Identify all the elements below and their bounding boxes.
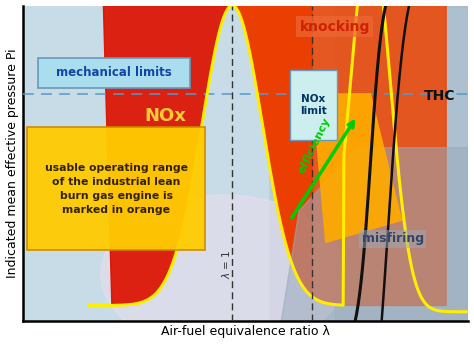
Polygon shape — [312, 94, 401, 242]
Polygon shape — [103, 0, 312, 305]
Bar — [23, 6, 268, 321]
Text: NOx
limit: NOx limit — [300, 94, 327, 116]
Text: knocking: knocking — [300, 20, 370, 34]
Text: misfiring: misfiring — [362, 232, 424, 245]
FancyBboxPatch shape — [290, 70, 337, 140]
Text: THC: THC — [424, 89, 455, 103]
X-axis label: Air-fuel equivalence ratio λ: Air-fuel equivalence ratio λ — [161, 325, 330, 338]
Y-axis label: Indicated mean effective pressure Pi: Indicated mean effective pressure Pi — [6, 49, 18, 278]
Text: mechanical limits: mechanical limits — [56, 66, 172, 79]
Polygon shape — [335, 6, 468, 321]
Text: $\lambda$ = 1: $\lambda$ = 1 — [219, 250, 231, 279]
Polygon shape — [232, 0, 446, 305]
FancyBboxPatch shape — [27, 127, 205, 250]
Ellipse shape — [100, 195, 346, 344]
FancyBboxPatch shape — [38, 58, 190, 88]
Text: usable operating range
of the industrial lean
burn gas engine is
marked in orang: usable operating range of the industrial… — [45, 163, 188, 215]
Polygon shape — [281, 148, 468, 321]
Text: NOx: NOx — [145, 107, 186, 125]
Text: efficiency: efficiency — [297, 116, 332, 175]
